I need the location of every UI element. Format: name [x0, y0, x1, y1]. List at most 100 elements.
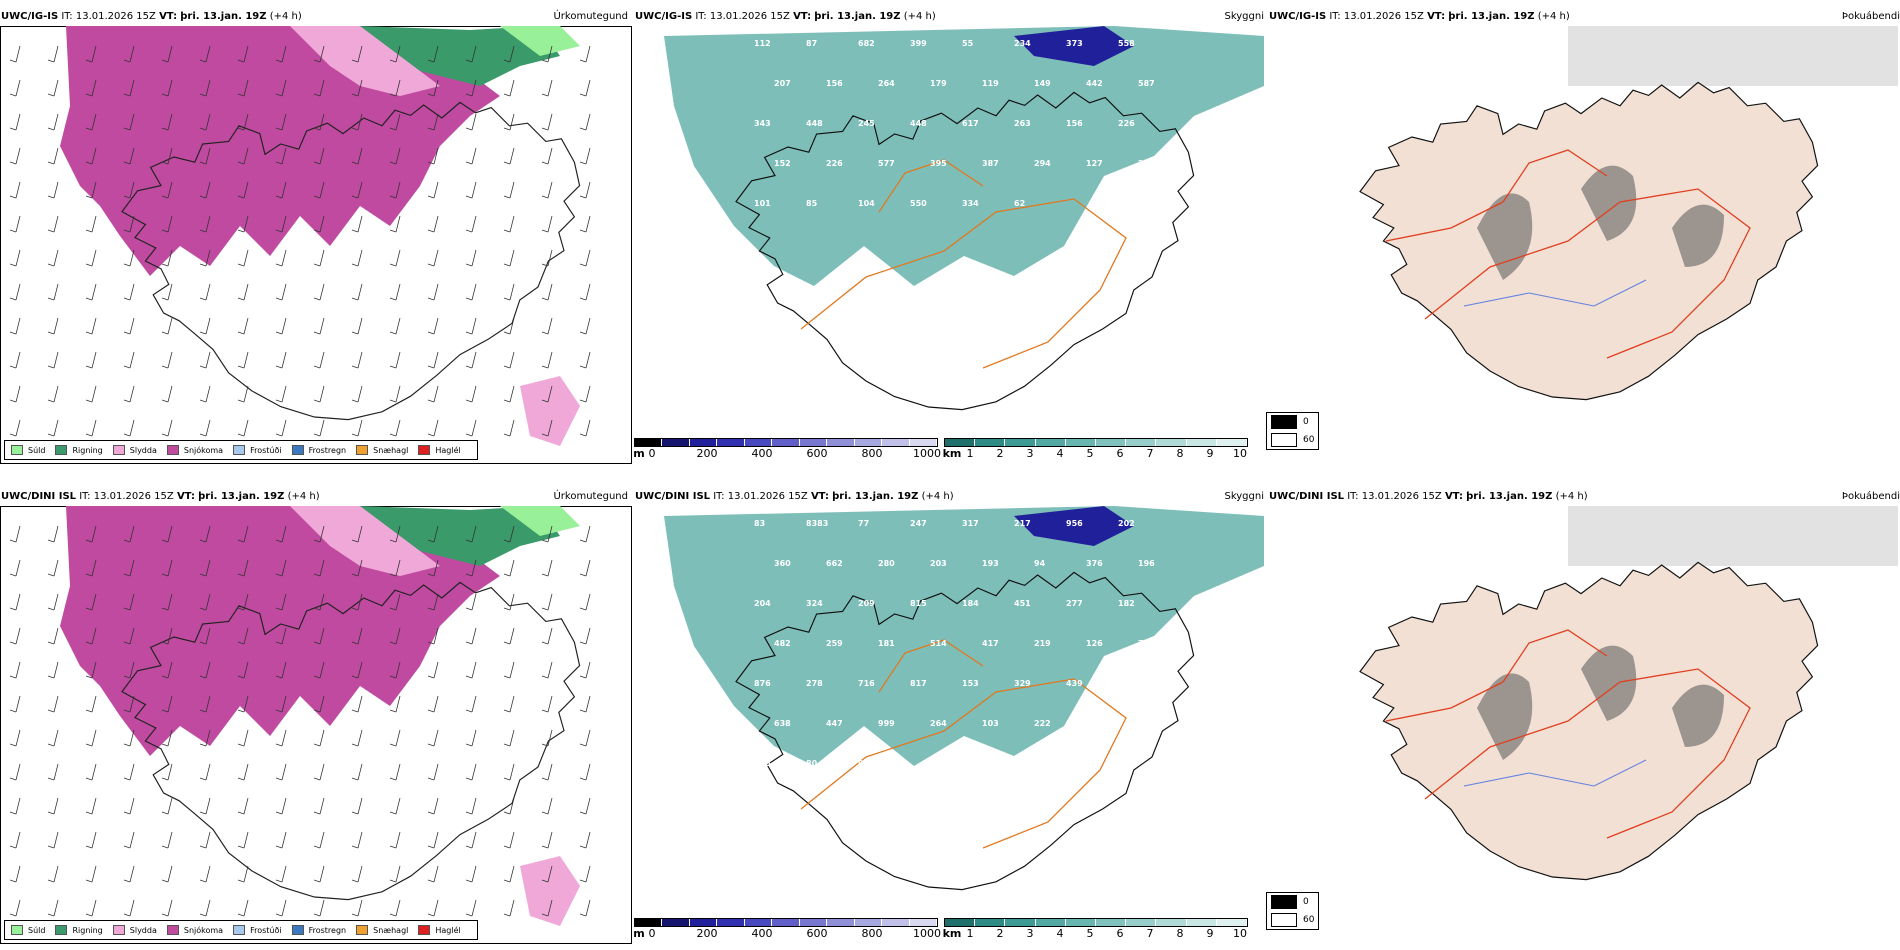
visibility-value-label: 278 — [806, 679, 823, 688]
wind-barb — [585, 661, 591, 679]
wind-barb — [433, 695, 439, 713]
panel-title: Úrkomutegund — [553, 11, 628, 22]
wind-barb — [509, 797, 515, 815]
wind-barb-tick — [579, 573, 587, 577]
wind-barb — [585, 215, 591, 233]
wind-barb — [205, 797, 211, 815]
wind-barb — [15, 593, 21, 611]
wind-barb — [433, 181, 439, 199]
scale-tick: 200 — [696, 927, 718, 940]
wind-barb — [15, 113, 21, 131]
legend-swatch — [112, 925, 125, 935]
wind-barb — [319, 763, 325, 781]
wind-barb — [281, 283, 287, 301]
wind-barb — [395, 525, 401, 543]
wind-barb — [205, 559, 211, 577]
wind-barb-tick — [579, 607, 587, 611]
scale-segment — [909, 919, 937, 926]
wind-barb — [243, 249, 249, 267]
it-label: IT: — [1347, 491, 1359, 502]
wind-barb-tick — [313, 641, 321, 645]
legend-swatch — [166, 925, 179, 935]
wind-barb-tick — [465, 297, 473, 301]
wind-barb-tick — [541, 297, 549, 301]
wind-barb — [91, 593, 97, 611]
wind-barb-tick — [237, 161, 245, 165]
wind-barb — [471, 385, 477, 403]
wind-barb-tick — [237, 93, 245, 97]
wind-barb — [205, 419, 211, 437]
wind-barb — [319, 147, 325, 165]
wind-barb-tick — [161, 59, 169, 63]
wind-barb-tick — [351, 641, 359, 645]
wind-barb-tick — [9, 913, 17, 917]
scale-segment — [772, 919, 800, 926]
scale-segment — [854, 919, 883, 926]
wind-barb-tick — [275, 879, 283, 883]
panel-title: Skyggni — [1224, 491, 1264, 502]
wind-barb-tick — [9, 879, 17, 883]
wind-barb — [15, 729, 21, 747]
wind-barb-tick — [503, 195, 511, 199]
wind-barb — [129, 627, 135, 645]
wind-barb — [319, 661, 325, 679]
vt-label: VT: — [1444, 491, 1463, 502]
wind-barb — [509, 147, 515, 165]
wind-barb-tick — [199, 675, 207, 679]
wind-barb — [53, 215, 59, 233]
legend-item: Slydda — [112, 445, 157, 455]
fog-legend-item: 0 — [1267, 893, 1318, 911]
wind-barb — [243, 763, 249, 781]
wind-barb — [433, 147, 439, 165]
scale-tick: 3 — [1026, 927, 1034, 940]
wind-barb-tick — [351, 229, 359, 233]
wind-barb — [509, 525, 515, 543]
wind-barb — [243, 695, 249, 713]
wind-barb-tick — [85, 331, 93, 335]
visibility-value-label: 387 — [982, 159, 999, 168]
wind-barb — [585, 525, 591, 543]
visibility-value-label: 264 — [878, 79, 895, 88]
wind-barb-tick — [9, 777, 17, 781]
scale-segment — [1156, 439, 1187, 446]
wind-barb-tick — [9, 331, 17, 335]
wind-barb — [547, 627, 553, 645]
wind-barb — [167, 317, 173, 335]
wind-barb — [205, 661, 211, 679]
wind-barb-tick — [237, 675, 245, 679]
wind-barb-tick — [85, 845, 93, 849]
wind-barb — [471, 79, 477, 97]
scale-segment — [1035, 439, 1066, 446]
wind-barb-tick — [123, 641, 131, 645]
wind-barb — [129, 45, 135, 63]
legend-swatch — [291, 445, 304, 455]
wind-barb-tick — [351, 777, 359, 781]
wind-barb-tick — [465, 539, 473, 543]
legend-item: Snæhagl — [356, 925, 408, 935]
roads — [1385, 149, 1751, 359]
wind-barb — [357, 283, 363, 301]
wind-barb — [167, 559, 173, 577]
scale-tick: 600 — [806, 447, 828, 460]
wind-barb-tick — [313, 811, 321, 815]
wind-barb — [319, 831, 325, 849]
wind-barb — [319, 525, 325, 543]
wind-barb — [243, 831, 249, 849]
legend-label: Rigning — [72, 925, 103, 935]
visibility-value-label: 451 — [1014, 599, 1031, 608]
wind-barb-tick — [161, 365, 169, 369]
vt-value: þri. 13.jan. 19Z — [180, 11, 267, 22]
wind-barb — [91, 45, 97, 63]
wind-barb — [91, 181, 97, 199]
wind-barb — [91, 695, 97, 713]
wind-barb-tick — [199, 263, 207, 267]
fog-area — [1477, 645, 1724, 760]
wind-barb-tick — [85, 573, 93, 577]
scale-segment — [1126, 439, 1157, 446]
visibility-value-label: 184 — [962, 599, 979, 608]
it-label: IT: — [1329, 11, 1341, 22]
wind-barb — [205, 181, 211, 199]
wind-barb — [433, 865, 439, 883]
scale-segment — [1186, 439, 1217, 446]
wind-barb — [129, 899, 135, 917]
